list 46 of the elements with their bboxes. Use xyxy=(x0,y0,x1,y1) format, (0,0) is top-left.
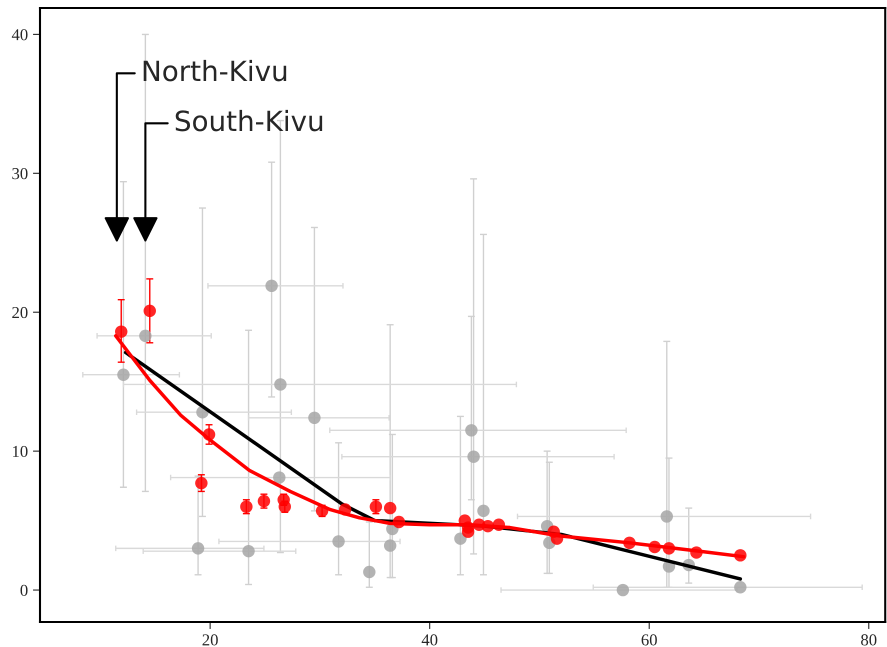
point xyxy=(465,424,478,437)
y-tick-label: 10 xyxy=(12,446,28,458)
point xyxy=(482,520,494,532)
point xyxy=(734,549,747,562)
x-tick-label: 80 xyxy=(861,634,876,646)
point xyxy=(202,428,216,441)
point xyxy=(258,494,270,508)
point xyxy=(550,532,564,545)
point xyxy=(308,412,321,424)
point xyxy=(454,532,467,545)
x-tick-label: 40 xyxy=(422,634,438,646)
point xyxy=(690,546,703,559)
point xyxy=(384,539,396,552)
point xyxy=(332,535,345,548)
point xyxy=(192,542,204,555)
point xyxy=(274,378,287,391)
point xyxy=(117,368,130,381)
y-tick-label: 0 xyxy=(20,584,28,596)
y-tick-label: 30 xyxy=(12,168,28,180)
point xyxy=(492,518,506,531)
point xyxy=(392,516,406,528)
point xyxy=(273,471,286,484)
point xyxy=(662,542,676,555)
x-tick-label: 60 xyxy=(642,634,657,646)
point xyxy=(265,280,278,292)
point xyxy=(139,330,152,342)
y-tick-label: 40 xyxy=(12,29,28,40)
point xyxy=(734,581,747,594)
point xyxy=(115,325,128,338)
point xyxy=(616,584,630,596)
point xyxy=(338,503,352,516)
point xyxy=(477,504,490,518)
point xyxy=(660,510,673,523)
point xyxy=(144,304,156,318)
point xyxy=(648,540,661,554)
annotation: North-Kivu xyxy=(144,60,286,82)
x-tick-label: 20 xyxy=(202,634,218,646)
point xyxy=(242,544,255,558)
point xyxy=(363,566,376,578)
y-tick-label: 20 xyxy=(12,306,28,318)
point xyxy=(384,502,396,514)
point xyxy=(623,536,636,550)
annotation: South-Kivu xyxy=(176,110,322,132)
point xyxy=(462,525,474,538)
point xyxy=(467,450,480,463)
point xyxy=(195,476,208,490)
